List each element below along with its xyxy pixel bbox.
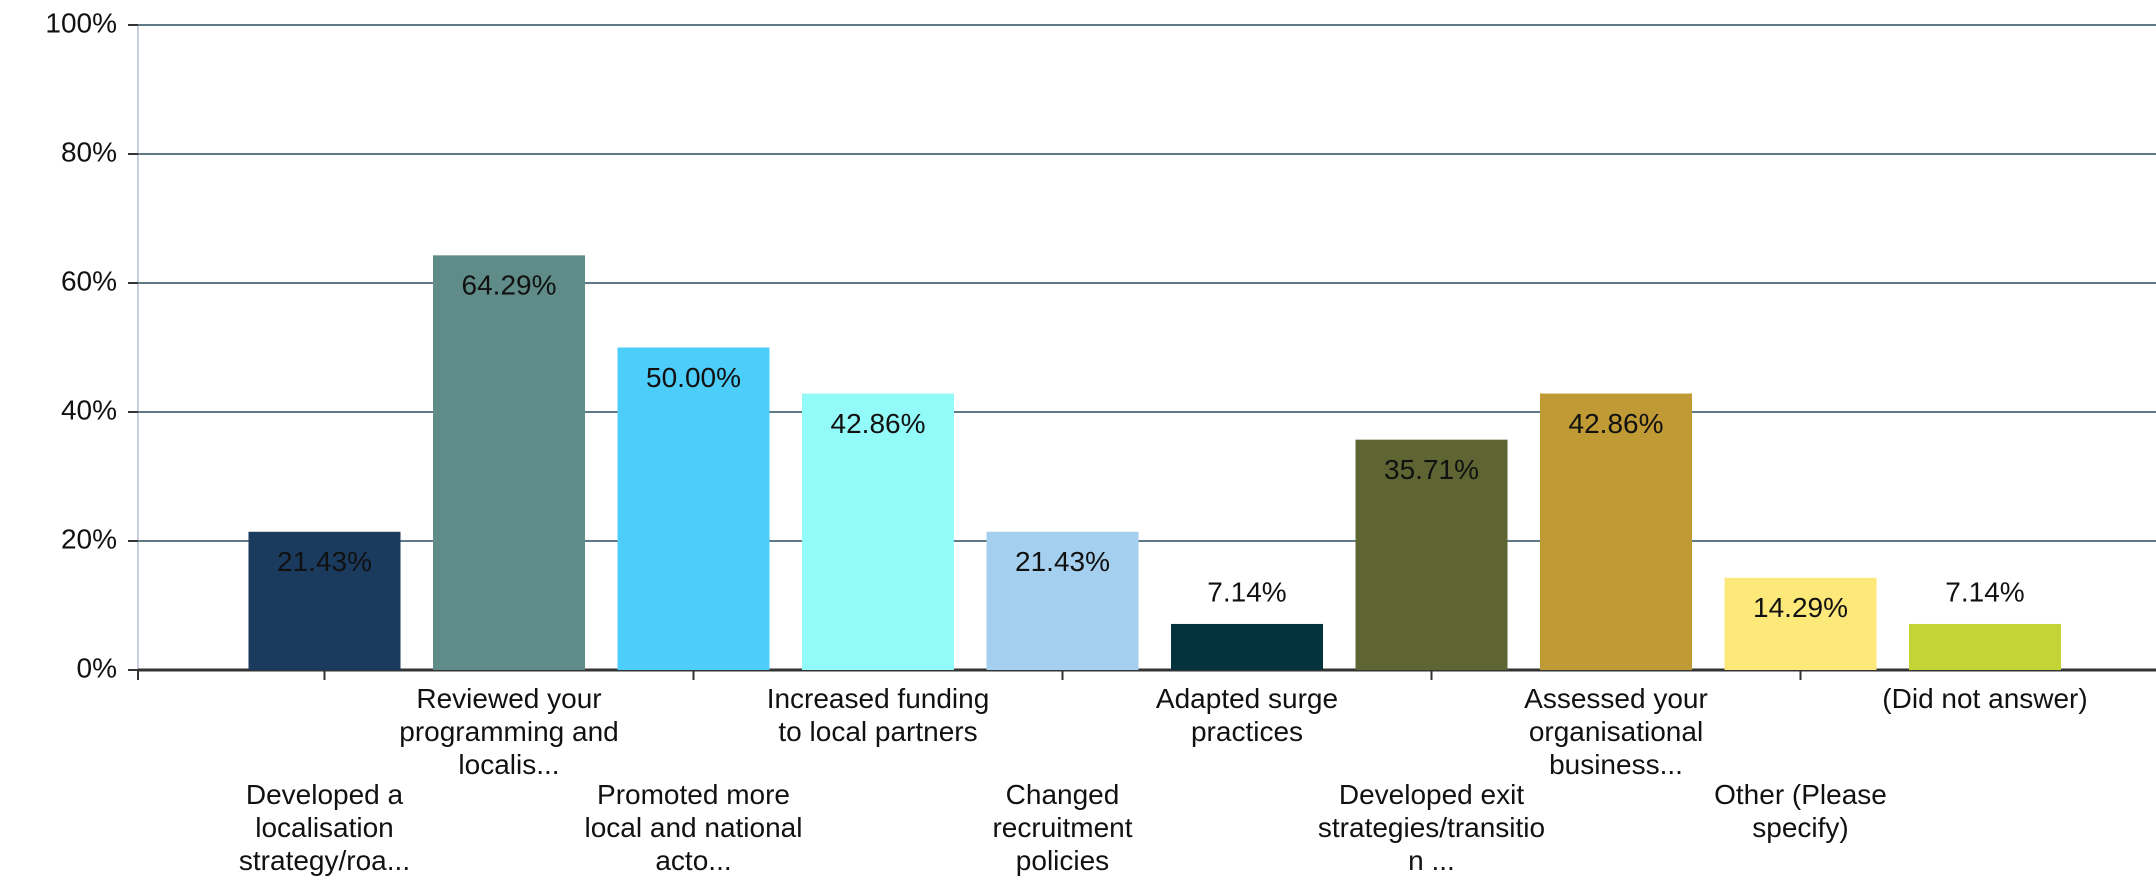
y-tick-label: 100% [45, 7, 117, 38]
y-tick-label: 40% [61, 394, 117, 425]
bar [433, 255, 585, 670]
bar [986, 531, 1139, 670]
y-tick-label: 20% [61, 523, 117, 554]
value-label: 21.43% [277, 546, 372, 577]
y-tick-label: 80% [61, 136, 117, 167]
value-label: 21.43% [1015, 546, 1110, 577]
bar [617, 347, 770, 670]
x-tick-label: Promoted more local and national acto... [584, 779, 803, 876]
x-tick-label: Adapted surge practices [1155, 683, 1339, 747]
x-tick-label: Assessed your organisational business... [1524, 683, 1708, 780]
bar [1355, 439, 1508, 670]
bar [1724, 577, 1877, 670]
x-tick-label: Developed exit strategies/transitio n ..… [1317, 779, 1546, 876]
value-label: 7.14% [1207, 576, 1286, 607]
bar [1909, 623, 2061, 670]
bar [802, 393, 954, 670]
x-tick-label: Developed a localisation strategy/roa... [238, 779, 411, 876]
x-tick-label: (Did not answer) [1882, 683, 2088, 714]
bar [1171, 623, 1323, 670]
y-tick-label: 60% [61, 265, 117, 296]
bar [248, 531, 401, 670]
value-label: 14.29% [1753, 592, 1848, 623]
x-tick-label: Changed recruitment policies [992, 779, 1133, 876]
x-tick-label: Increased funding to local partners [766, 683, 990, 747]
value-label: 64.29% [462, 270, 557, 301]
value-label: 7.14% [1945, 576, 2024, 607]
bar [1540, 393, 1692, 670]
value-label: 50.00% [646, 362, 741, 393]
x-tick-label: Other (Please specify) [1714, 779, 1887, 843]
y-tick-label: 0% [77, 652, 117, 683]
value-label: 42.86% [1569, 408, 1664, 439]
value-label: 42.86% [831, 408, 926, 439]
value-label: 35.71% [1384, 454, 1479, 485]
x-tick-label: Reviewed your programming and localis... [399, 683, 619, 780]
